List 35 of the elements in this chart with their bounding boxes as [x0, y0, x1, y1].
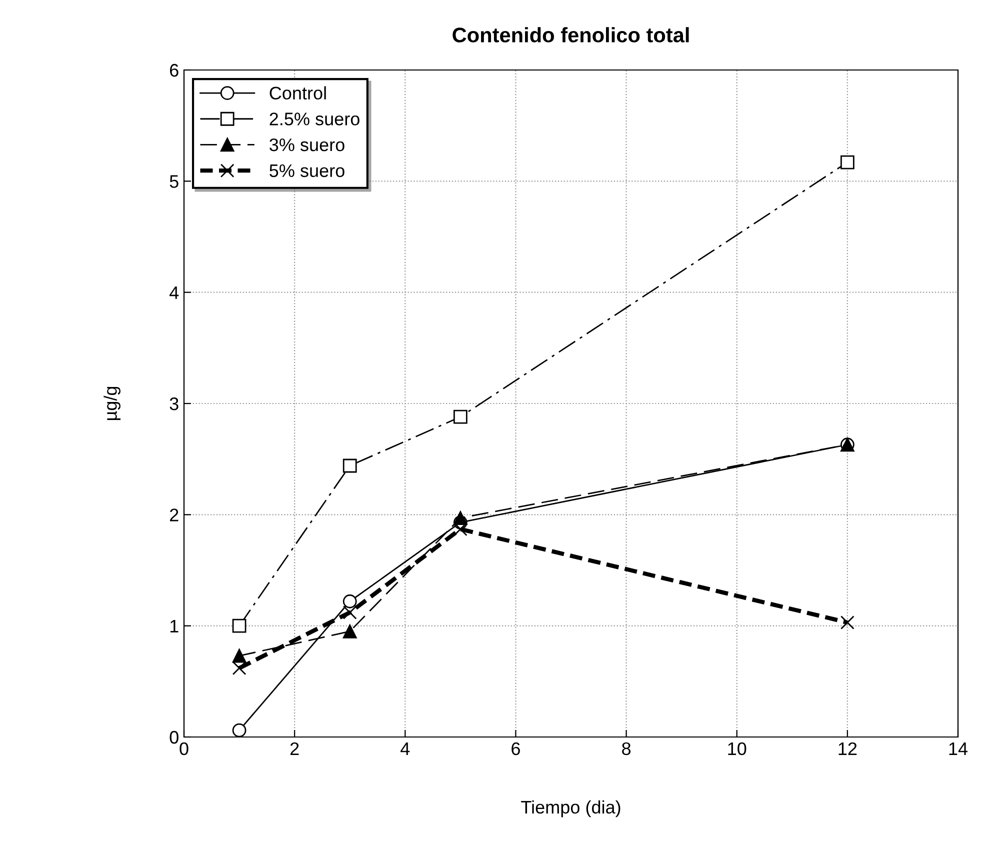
- point: [342, 606, 357, 620]
- legend-label: 2.5% suero: [270, 112, 360, 126]
- legend-label: 3% suero: [270, 138, 344, 152]
- x-tick-label: 6: [512, 742, 520, 756]
- y-tick-label: 5: [170, 175, 178, 188]
- y-tick-label: 2: [170, 508, 178, 522]
- y-tick-label: 6: [170, 64, 178, 77]
- legend-label: Control: [270, 86, 326, 100]
- point: [232, 648, 246, 663]
- point: [342, 594, 357, 608]
- x-tick-label: 10: [728, 742, 746, 756]
- y-tick-label: 1: [170, 620, 178, 632]
- y-axis-title: µg/g: [104, 386, 120, 420]
- chart-title: Contenido fenolico total: [452, 27, 689, 42]
- point: [232, 661, 246, 676]
- point: [232, 723, 246, 737]
- point: [342, 624, 357, 638]
- x-tick-label: 0: [180, 742, 188, 756]
- legend-label: 5% suero: [270, 164, 344, 178]
- point: [342, 458, 357, 473]
- y-tick-label: 4: [170, 286, 179, 299]
- point: [453, 410, 468, 424]
- point: [453, 511, 468, 525]
- x-tick-label: 14: [949, 742, 968, 755]
- y-tick-label: 0: [170, 730, 178, 744]
- x-tick-label: 12: [838, 742, 857, 755]
- point: [840, 616, 854, 630]
- x-tick-label: 4: [400, 742, 410, 755]
- point: [232, 618, 246, 633]
- point: [453, 522, 468, 536]
- x-tick-label: 8: [622, 742, 631, 756]
- x-axis-title: Tiempo (dia): [521, 800, 620, 818]
- point: [840, 155, 854, 170]
- x-tick-label: 2: [290, 742, 299, 755]
- y-tick-label: 3: [170, 397, 178, 410]
